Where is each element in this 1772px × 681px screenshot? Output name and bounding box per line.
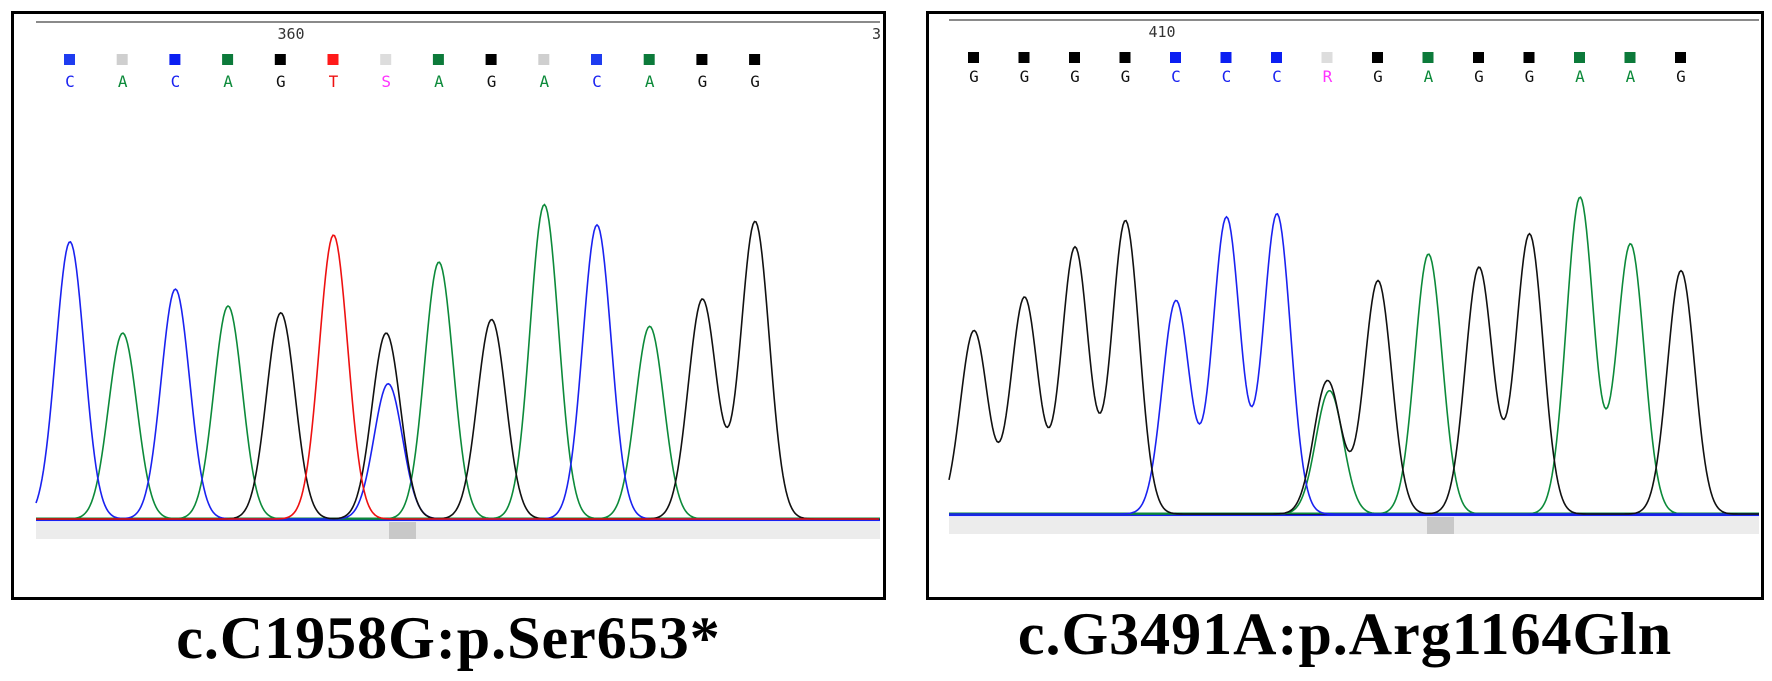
quality-marker (591, 54, 602, 65)
base-call: G (276, 72, 286, 91)
quality-marker (1069, 52, 1080, 63)
chromatogram-panel-left: 360 3 C A C A G T S A G A C A G G (11, 11, 886, 600)
quality-marker (327, 54, 339, 65)
quality-marker (1574, 52, 1585, 63)
quality-marker (1624, 52, 1636, 63)
chromatogram-panel-right: 410 G G G G C C C R G A G G A A G (926, 11, 1764, 600)
base-call: A (434, 72, 444, 91)
base-call: A (223, 72, 233, 91)
quality-marker (1422, 52, 1434, 63)
base-call: G (1070, 67, 1080, 86)
base-call: G (1676, 67, 1686, 86)
quality-marker (116, 54, 128, 65)
base-call: A (645, 72, 655, 91)
base-call: C (65, 72, 75, 91)
quality-marker (274, 54, 286, 65)
quality-marker (696, 54, 708, 65)
base-call: S (381, 72, 391, 91)
base-call: G (750, 72, 760, 91)
quality-marker (968, 52, 979, 63)
scroll-thumb (389, 522, 416, 539)
base-call: T (329, 72, 339, 91)
quality-marker (1271, 52, 1282, 63)
base-call: A (1424, 67, 1434, 86)
chromatogram-right: 410 G G G G C C C R G A G G A A G (948, 19, 1759, 534)
quality-marker (380, 54, 392, 65)
base-call: C (1171, 67, 1181, 86)
quality-marker (485, 54, 497, 65)
base-call: C (1272, 67, 1282, 86)
quality-marker (1321, 52, 1333, 63)
base-call: A (539, 72, 549, 91)
quality-marker (1372, 52, 1383, 63)
caption-right: c.G3491A:p.Arg1164Gln (1017, 601, 1673, 667)
quality-marker (749, 54, 761, 65)
base-call: C (171, 72, 181, 91)
base-call: G (1373, 67, 1383, 86)
base-call: A (1575, 67, 1585, 86)
position-label: 360 (277, 25, 304, 43)
caption-left: c.C1958G:p.Ser653* (176, 605, 721, 671)
base-call: A (1626, 67, 1636, 86)
trace-a (949, 196, 1759, 515)
base-call: G (487, 72, 497, 91)
quality-marker (1220, 52, 1232, 63)
quality-marker (1473, 52, 1484, 63)
base-call: G (1121, 67, 1131, 86)
chromatogram-left: 360 3 C A C A G T S A G A C A G G (35, 21, 881, 539)
quality-marker (1018, 52, 1030, 63)
quality-marker (643, 54, 655, 65)
quality-marker (64, 54, 75, 65)
scroll-track (36, 522, 880, 539)
base-call: R (1323, 67, 1333, 86)
scroll-track (949, 517, 1759, 534)
quality-marker (222, 54, 234, 65)
base-call: G (1474, 67, 1484, 86)
base-call: G (1020, 67, 1030, 86)
scroll-thumb (1427, 517, 1454, 534)
quality-marker (538, 54, 550, 65)
trace-c (35, 223, 879, 520)
base-call: C (1222, 67, 1232, 86)
position-label: 410 (1148, 23, 1175, 41)
position-label-trailing: 3 (872, 25, 881, 43)
base-call: G (698, 72, 708, 91)
trace-t (36, 234, 879, 520)
base-call: G (1525, 67, 1535, 86)
base-call: G (969, 67, 979, 86)
quality-marker (169, 54, 181, 65)
quality-marker (1523, 52, 1535, 63)
quality-marker (1675, 52, 1686, 63)
base-call: C (592, 72, 602, 91)
base-call: A (118, 72, 128, 91)
quality-marker (1119, 52, 1131, 63)
quality-marker (1170, 52, 1181, 63)
trace-g (948, 219, 1759, 515)
quality-marker (432, 54, 444, 65)
